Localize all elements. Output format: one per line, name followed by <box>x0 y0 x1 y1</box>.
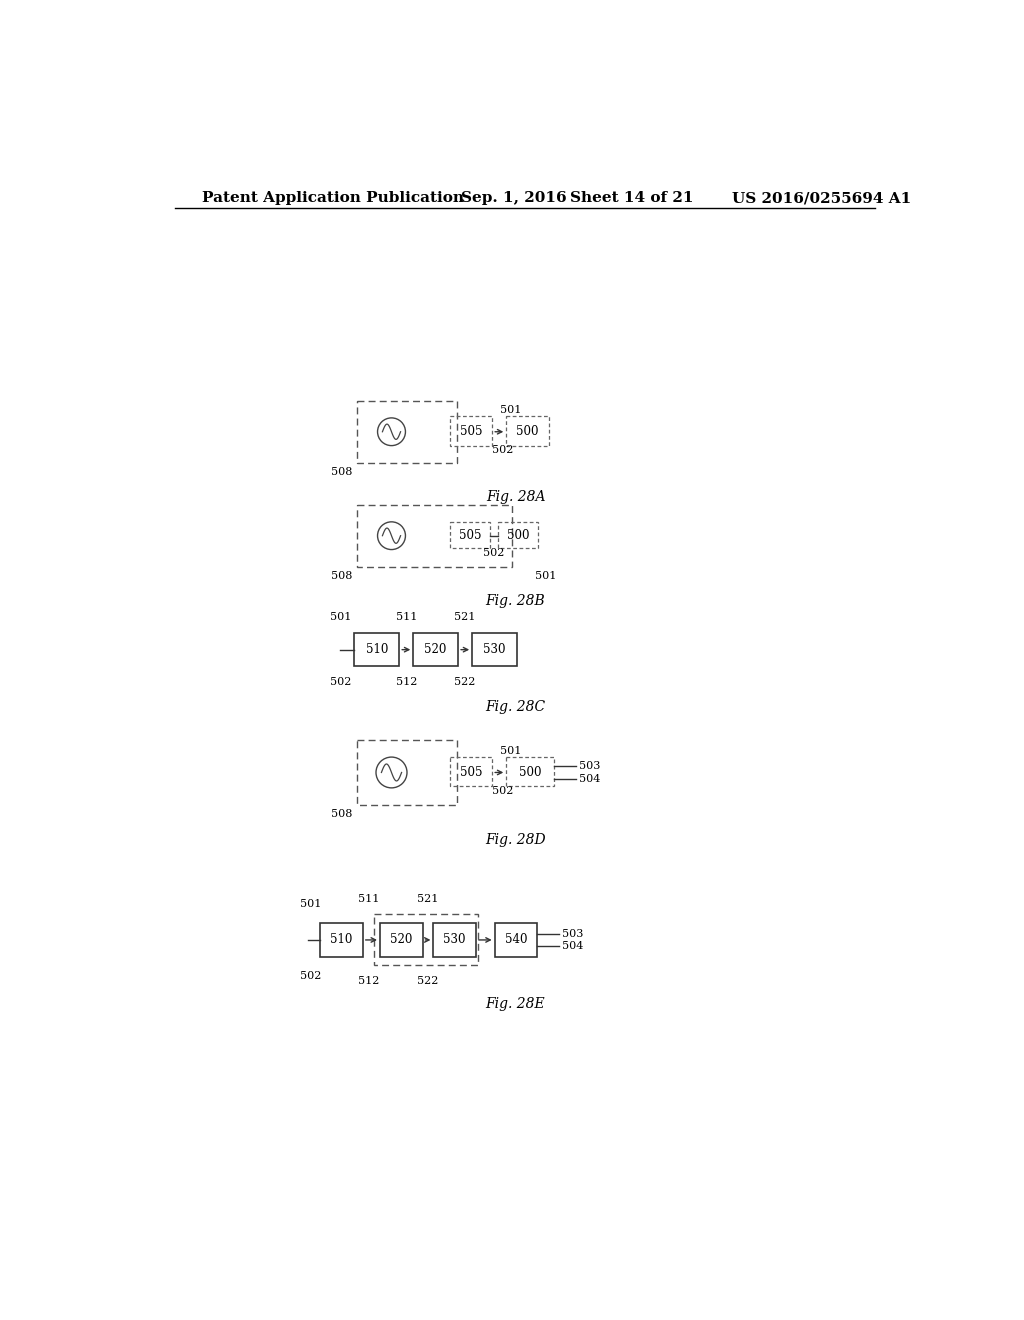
Text: 521: 521 <box>455 612 476 622</box>
Bar <box>414 634 458 665</box>
Bar <box>321 923 362 957</box>
Text: 501: 501 <box>535 570 556 581</box>
Text: 500: 500 <box>519 766 542 779</box>
Text: 502: 502 <box>300 972 322 981</box>
Text: 500: 500 <box>507 529 529 543</box>
Text: Patent Application Publication: Patent Application Publication <box>202 191 464 206</box>
Text: 512: 512 <box>357 975 379 986</box>
Text: 502: 502 <box>493 445 514 455</box>
Text: Fig. 28A: Fig. 28A <box>485 490 545 504</box>
Text: 530: 530 <box>443 933 466 946</box>
Text: Fig. 28B: Fig. 28B <box>485 594 546 609</box>
Bar <box>356 739 458 805</box>
Text: 502: 502 <box>330 677 351 686</box>
Bar <box>506 758 554 787</box>
Text: Fig. 28C: Fig. 28C <box>485 701 546 714</box>
Text: 503: 503 <box>562 929 584 939</box>
Text: 510: 510 <box>331 933 352 946</box>
Bar <box>472 634 517 665</box>
Bar <box>506 416 549 446</box>
Text: 508: 508 <box>332 809 352 820</box>
Text: 504: 504 <box>562 941 584 952</box>
Text: 508: 508 <box>332 570 352 581</box>
Text: 520: 520 <box>390 933 413 946</box>
Text: 501: 501 <box>500 746 521 756</box>
Text: 505: 505 <box>460 425 482 438</box>
Text: US 2016/0255694 A1: US 2016/0255694 A1 <box>732 191 911 206</box>
Text: 501: 501 <box>300 899 322 908</box>
Text: 540: 540 <box>505 933 527 946</box>
Bar <box>356 401 458 462</box>
Text: Sheet 14 of 21: Sheet 14 of 21 <box>569 191 693 206</box>
Bar <box>450 758 493 787</box>
Text: 501: 501 <box>330 612 351 622</box>
Bar <box>433 923 476 957</box>
Text: 504: 504 <box>580 774 601 784</box>
Text: Sep. 1, 2016: Sep. 1, 2016 <box>461 191 567 206</box>
Text: 522: 522 <box>455 677 476 686</box>
Text: 508: 508 <box>332 467 352 477</box>
Bar <box>495 923 538 957</box>
Text: 510: 510 <box>366 643 388 656</box>
Bar <box>450 416 493 446</box>
Text: 500: 500 <box>516 425 539 438</box>
Text: 505: 505 <box>460 766 482 779</box>
Text: 502: 502 <box>493 785 514 796</box>
Text: 501: 501 <box>500 405 521 416</box>
Text: 511: 511 <box>357 894 379 904</box>
Text: 521: 521 <box>417 894 438 904</box>
Bar <box>374 913 477 965</box>
Text: 520: 520 <box>425 643 446 656</box>
Text: 522: 522 <box>417 975 438 986</box>
Bar <box>354 634 399 665</box>
Bar <box>498 521 538 548</box>
Bar <box>380 923 423 957</box>
Text: 502: 502 <box>483 548 505 557</box>
Text: 503: 503 <box>580 762 601 771</box>
Text: 505: 505 <box>459 529 481 543</box>
Bar <box>450 521 489 548</box>
Text: 511: 511 <box>395 612 417 622</box>
Text: 530: 530 <box>483 643 506 656</box>
Text: Fig. 28E: Fig. 28E <box>485 997 546 1011</box>
Bar <box>356 506 512 566</box>
Text: 512: 512 <box>395 677 417 686</box>
Text: Fig. 28D: Fig. 28D <box>485 833 546 847</box>
